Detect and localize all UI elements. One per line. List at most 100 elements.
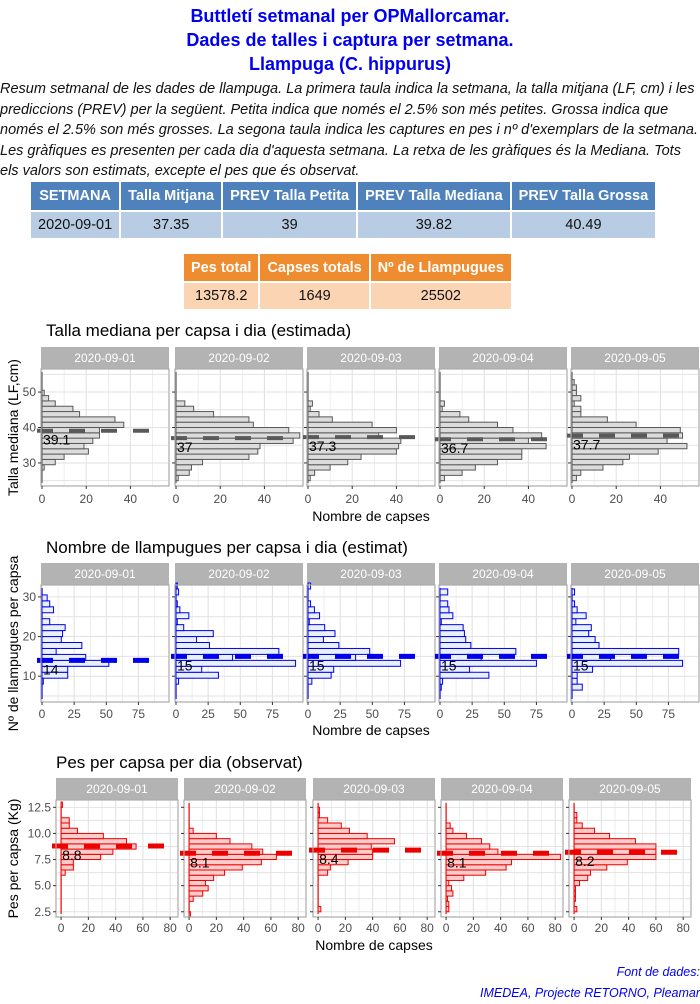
histogram-bar: [317, 906, 322, 913]
table-row: 13578.2 1649 25502: [184, 281, 511, 309]
y-tick-label: 10.0: [28, 826, 52, 840]
histogram-bar: [188, 895, 194, 902]
histogram-bar: [41, 421, 125, 429]
panel-border: [183, 799, 307, 918]
histogram-bar: [188, 838, 231, 845]
facet-strip: [41, 347, 169, 369]
chart-title: Nombre de llampugues per capsa i dia (es…: [46, 538, 408, 557]
intro-paragraph: Resum setmanal de les dades de llampuga.…: [0, 81, 699, 179]
histogram-bar: [571, 636, 596, 644]
chart-2: Nombre de llampugues per capsa i dia (es…: [5, 538, 700, 738]
report-titles: Buttletí setmanal per OPMallorcamar. Dad…: [0, 4, 700, 76]
y-tick-label: 7.5: [34, 853, 51, 867]
histogram-bar: [445, 906, 450, 913]
histogram-bar: [60, 838, 128, 845]
histogram-bar: [439, 400, 445, 407]
histogram-bar: [307, 421, 373, 429]
facet-strip-label: 2020-09-02: [208, 351, 270, 365]
histogram-bar: [571, 642, 600, 649]
histogram-bar: [175, 458, 204, 466]
table-row: 2020-09-01 37.35 39 39.82 40.49: [31, 210, 656, 238]
histogram-bar: [175, 400, 186, 407]
histogram-bar: [571, 464, 604, 471]
facet-strip-label: 2020-09-02: [208, 567, 270, 581]
x-tick-label: 20: [467, 921, 481, 935]
histogram-bar: [175, 411, 215, 418]
x-tick-label: 60: [393, 921, 407, 935]
y-axis-label: Pes per capsa (Kg): [5, 799, 21, 919]
histogram-bar: [439, 636, 467, 644]
histogram-bar: [188, 843, 253, 850]
x-tick-label: 0: [571, 921, 578, 935]
panel-border: [55, 799, 179, 918]
x-tick-label: 40: [390, 492, 404, 506]
x-tick-label: 20: [214, 492, 228, 506]
facet-2020-09-01: 2020-09-01 39.1 0 20 40 30 40 50: [23, 347, 170, 506]
histogram-bar: [571, 677, 578, 685]
histogram-bar: [571, 618, 577, 626]
y-axis-label: Talla mediana (LF,cm): [5, 359, 21, 496]
facet-2020-09-02: 2020-09-02 15 0 25 50 75: [171, 563, 304, 721]
facet-strip-label: 2020-09-01: [74, 351, 136, 365]
x-tick-label: 0: [305, 707, 312, 721]
histogram-bar: [571, 389, 577, 397]
histogram-bar: [445, 832, 468, 840]
histogram-bar: [571, 474, 577, 482]
histogram-bar: [571, 395, 582, 402]
facet-strip: [184, 778, 306, 800]
median-label: 15: [573, 657, 589, 673]
x-tick-label: 20: [610, 492, 624, 506]
median-label: 8.1: [447, 854, 467, 870]
x-tick-label: 40: [258, 492, 272, 506]
median-label: 36.7: [441, 440, 468, 456]
histogram-bar: [60, 869, 66, 876]
facet-2020-09-03: 2020-09-03 15 0 25 50 75: [303, 563, 436, 721]
histogram-bar: [573, 879, 581, 887]
histogram-bar: [573, 895, 576, 902]
y-axis-label: Nº de llampugues per capsa: [5, 556, 21, 732]
histogram-bar: [41, 636, 62, 644]
histogram-bar: [60, 801, 63, 808]
histogram-bar: [188, 874, 215, 881]
x-tick-label: 0: [315, 921, 322, 935]
facet-strip: [41, 563, 169, 585]
histogram-bar: [571, 384, 577, 391]
y-tick-label: 30: [23, 456, 37, 470]
x-tick-label: 50: [498, 707, 512, 721]
histogram-bar: [175, 618, 178, 626]
x-tick-label: 75: [266, 707, 280, 721]
histogram-bar: [307, 469, 316, 476]
x-axis-label: Nombre de capses: [312, 508, 430, 524]
cell-capses-totals: 1649: [259, 281, 371, 309]
histogram-bar: [317, 822, 342, 829]
size-summary-table: SETMANA Talla Mitjana PREV Talla Petita …: [31, 182, 656, 238]
facet-strip-label: 2020-09-04: [472, 567, 534, 581]
col-talla-mitjana: Talla Mitjana: [120, 182, 224, 211]
histogram-bar: [439, 683, 442, 691]
histogram-bar: [175, 677, 180, 685]
x-tick-label: 25: [201, 707, 215, 721]
histogram-bar: [571, 659, 684, 667]
facet-strip: [175, 347, 303, 369]
panel-border: [440, 799, 564, 918]
facet-strip-label: 2020-09-03: [343, 782, 405, 796]
facet-strip: [571, 563, 699, 585]
x-tick-label: 80: [164, 921, 178, 935]
x-tick-label: 0: [305, 492, 312, 506]
histogram-bar: [41, 642, 83, 649]
histogram-bar: [307, 400, 313, 407]
histogram-bar: [439, 588, 449, 596]
facet-2020-09-04: 2020-09-04 15 0 25 50 75: [435, 563, 568, 721]
histogram-bar: [439, 416, 470, 423]
x-axis-label: Nombre de capses: [312, 722, 430, 738]
col-setmana: SETMANA: [31, 182, 122, 211]
histogram-bar: [439, 474, 445, 482]
x-tick-label: 0: [443, 921, 450, 935]
cell-num-llampugues: 25502: [369, 281, 511, 309]
median-label: 8.1: [190, 854, 210, 870]
histogram-bar: [60, 827, 78, 834]
facet-strip-label: 2020-09-03: [340, 351, 402, 365]
histogram-bar: [571, 421, 637, 429]
x-tick-label: 50: [366, 707, 380, 721]
